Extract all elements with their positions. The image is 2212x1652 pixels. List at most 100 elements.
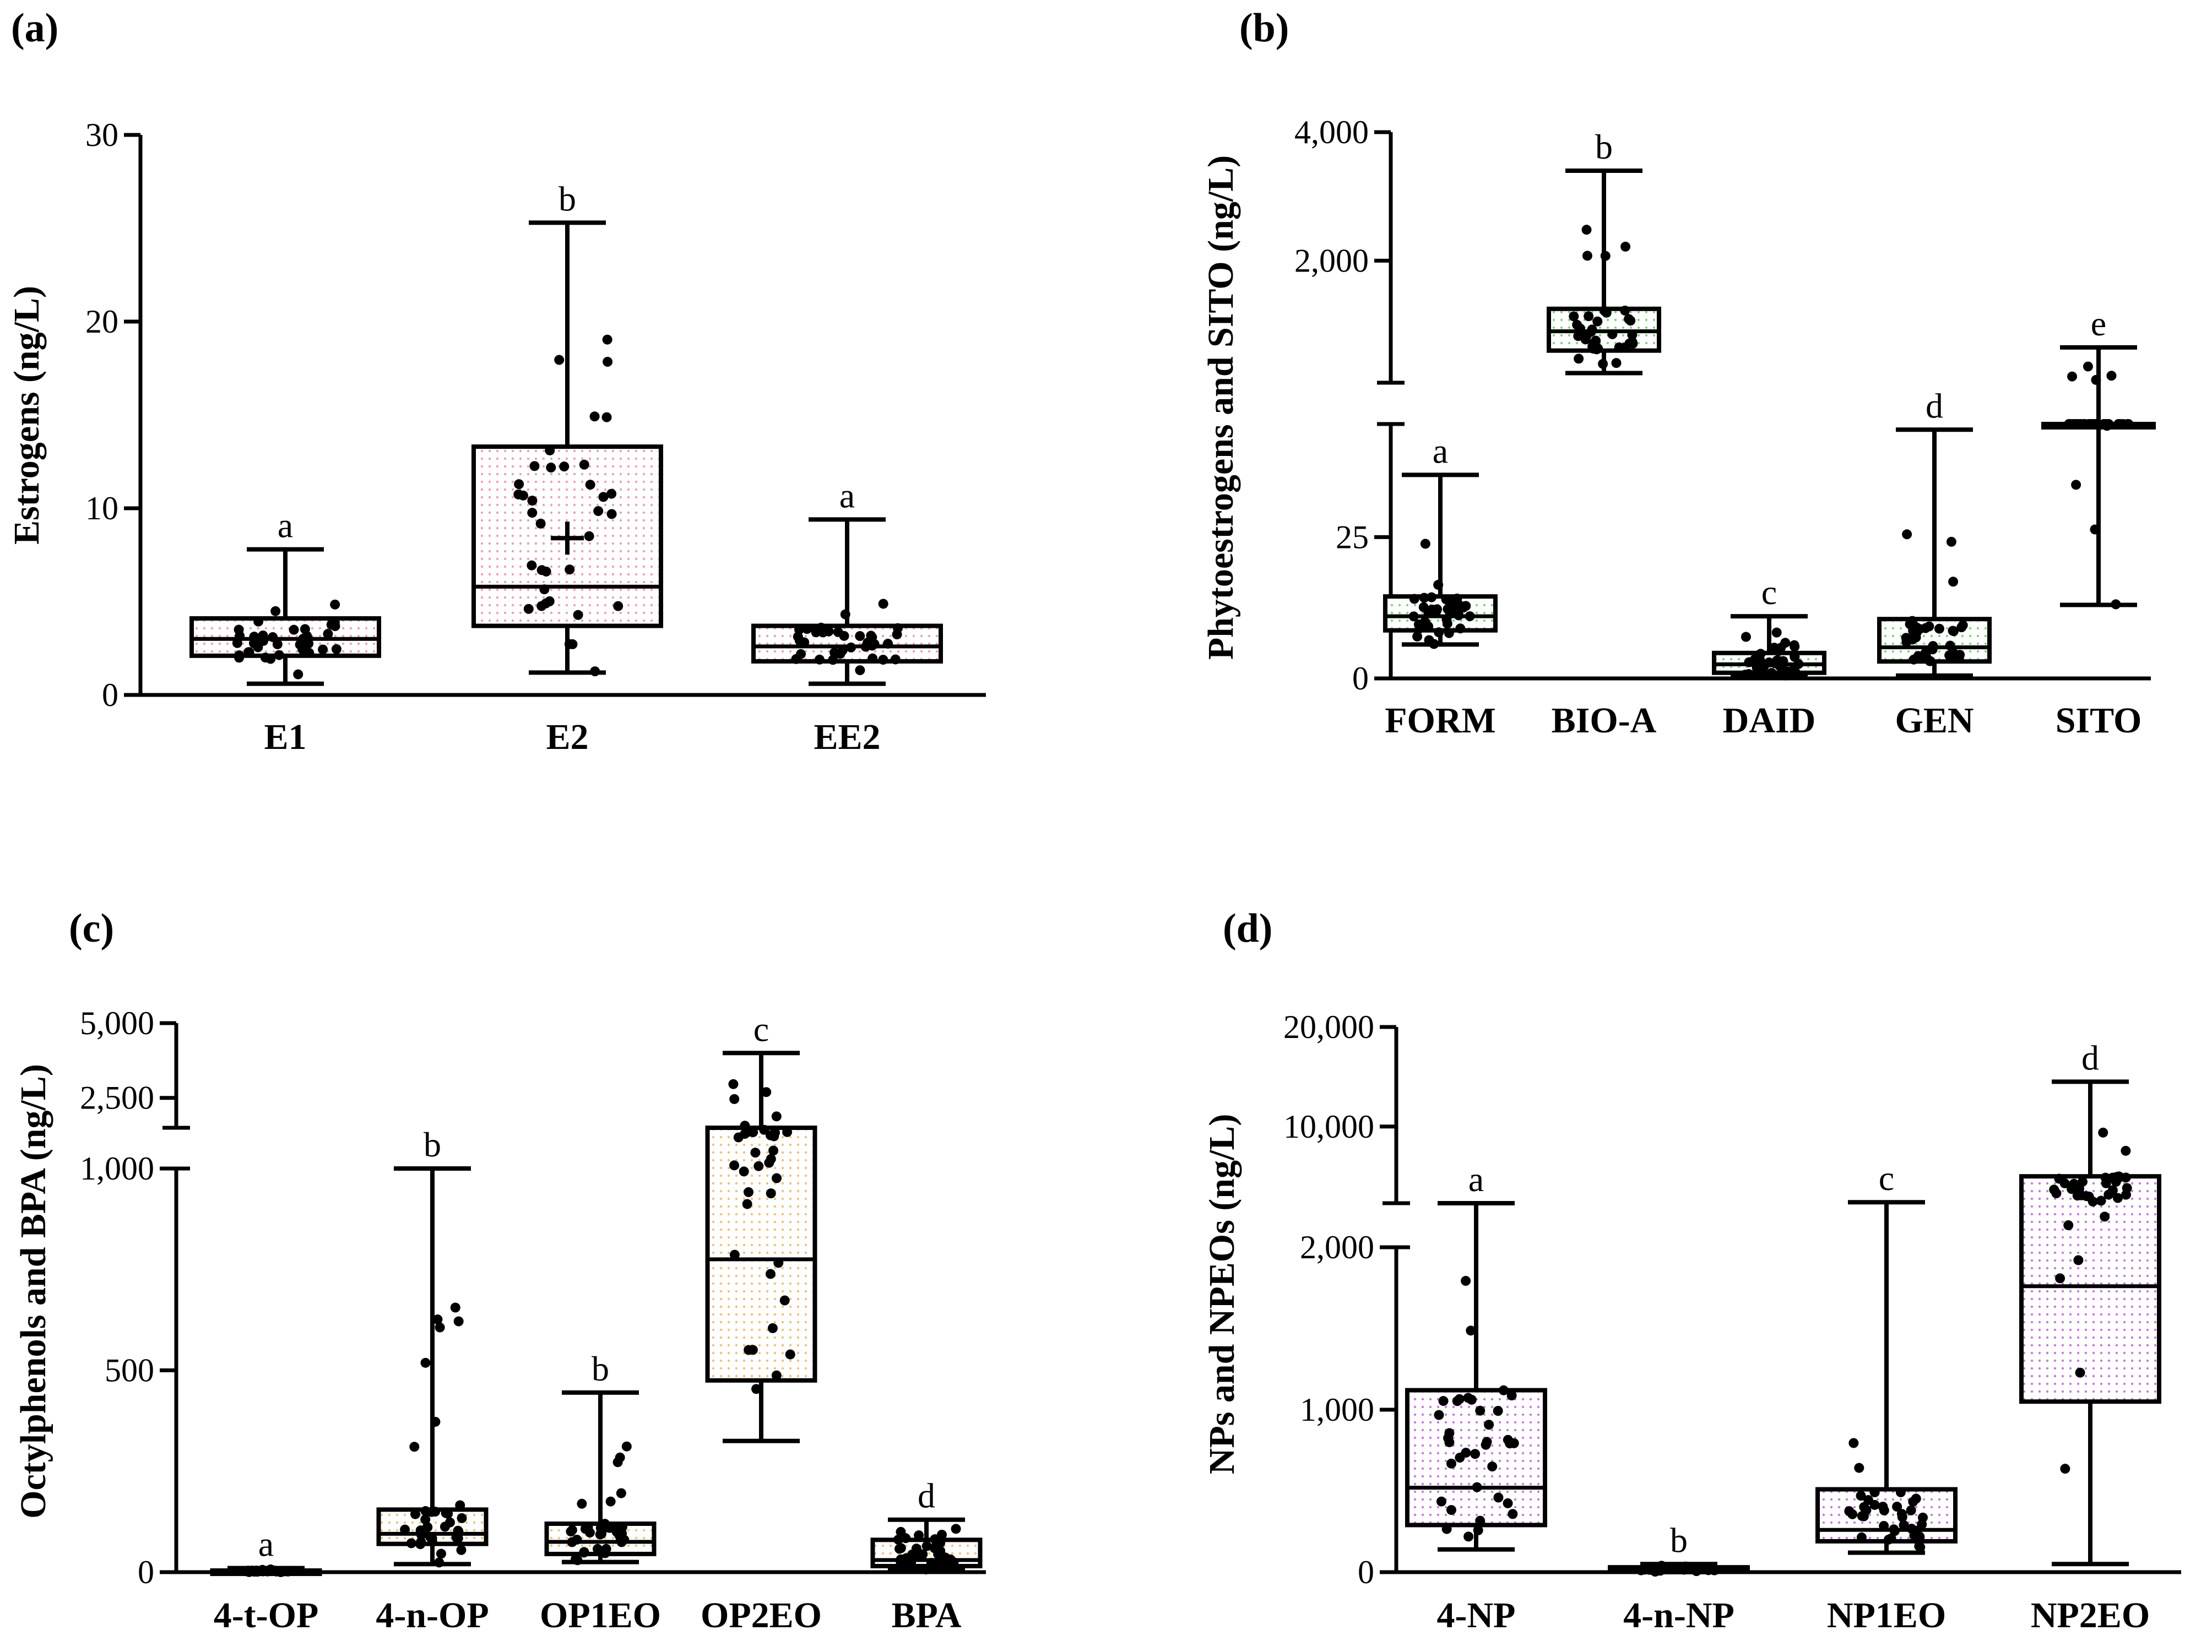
data-point — [1441, 594, 1451, 605]
box-daid: c DAID — [1712, 573, 1826, 741]
data-point — [304, 648, 315, 658]
data-point — [1946, 536, 1956, 547]
data-point — [579, 459, 589, 470]
data-point — [1896, 1509, 1907, 1519]
data-point — [2060, 1464, 2070, 1474]
data-point — [926, 1558, 936, 1568]
data-point — [434, 1557, 444, 1568]
data-point — [1436, 1496, 1446, 1507]
data-point — [2111, 599, 2121, 610]
data-point — [415, 1539, 426, 1550]
y-tick-label: 2,000 — [1300, 1229, 1374, 1265]
data-point — [536, 565, 547, 575]
data-point — [1755, 649, 1766, 659]
data-point — [329, 617, 340, 628]
data-point — [1925, 656, 1935, 666]
data-point — [1444, 628, 1454, 638]
data-point — [2115, 1172, 2126, 1182]
data-point — [1473, 1525, 1483, 1536]
data-point — [1909, 1530, 1920, 1541]
data-point — [1420, 539, 1430, 549]
significance-letter: e — [2091, 304, 2106, 343]
y-tick-label: 0 — [1352, 660, 1369, 697]
data-point — [892, 623, 903, 633]
box-bio-a: b BIO-A — [1547, 127, 1661, 741]
data-point — [265, 654, 276, 664]
data-point — [2098, 1127, 2108, 1138]
data-point — [1858, 1511, 1869, 1521]
data-point — [893, 1534, 903, 1545]
box-e2: b E2 — [471, 179, 663, 757]
data-point — [2071, 480, 2081, 490]
data-point — [901, 1533, 911, 1544]
data-point — [2070, 419, 2081, 429]
data-point — [450, 1302, 460, 1313]
data-point — [1600, 251, 1611, 261]
data-point — [323, 629, 333, 639]
data-point — [554, 355, 565, 365]
data-point — [1470, 1449, 1481, 1459]
data-point — [729, 1094, 740, 1104]
data-point — [2075, 1367, 2085, 1378]
data-point — [771, 1370, 782, 1381]
panel-c-octylphenols: (c) Octylphenols and BPA (ng/L) 0 500 1,000 2… — [13, 906, 986, 1635]
data-point — [1580, 334, 1591, 345]
data-point — [1934, 623, 1944, 634]
data-point — [1466, 1325, 1476, 1336]
data-point — [1600, 306, 1610, 316]
data-point — [527, 508, 538, 518]
data-point — [1427, 592, 1437, 602]
data-point — [2067, 371, 2078, 382]
data-point — [2076, 1190, 2086, 1200]
data-point — [866, 631, 876, 641]
box-iqr — [1815, 1487, 1958, 1544]
y-tick-label: 10,000 — [1283, 1108, 1374, 1145]
significance-letter: d — [2081, 1038, 2099, 1077]
data-point — [1461, 601, 1471, 611]
data-point — [1475, 1405, 1485, 1416]
data-point — [1913, 651, 1923, 661]
data-point — [425, 1531, 435, 1542]
data-point — [1918, 1512, 1928, 1523]
data-point — [1771, 627, 1782, 638]
y-tick-label: 20,000 — [1283, 1009, 1374, 1045]
data-point — [436, 1548, 446, 1559]
data-point — [833, 627, 843, 637]
data-point — [837, 645, 848, 655]
data-point — [1956, 622, 1967, 633]
x-tick-label: OP1EO — [540, 1595, 661, 1635]
data-point — [921, 1541, 932, 1551]
data-point — [739, 1166, 749, 1177]
data-point — [453, 1525, 463, 1536]
data-point — [1472, 1482, 1482, 1492]
data-point — [729, 1160, 740, 1171]
y-axis-title: Phytoestrogens and SITO (ng/L) — [1201, 155, 1241, 660]
x-tick-label: 4-n-OP — [376, 1595, 489, 1635]
data-point — [527, 560, 537, 570]
data-point — [937, 1529, 947, 1540]
data-point — [536, 601, 547, 611]
data-point — [768, 1145, 779, 1156]
significance-letter: b — [1595, 127, 1613, 166]
data-point — [1906, 1505, 1916, 1515]
data-point — [740, 1129, 750, 1139]
data-point — [584, 531, 594, 541]
data-point — [234, 653, 245, 663]
data-point — [244, 647, 254, 657]
data-point — [1493, 1406, 1503, 1416]
data-point — [298, 633, 308, 644]
data-point — [868, 653, 878, 664]
data-point — [2088, 1197, 2098, 1207]
data-point — [1455, 623, 1466, 634]
data-point — [846, 642, 856, 653]
data-point — [1752, 662, 1762, 673]
data-point — [605, 1496, 616, 1507]
y-tick-label: 30 — [85, 117, 118, 153]
significance-letter: d — [918, 1476, 935, 1515]
data-point — [1869, 1487, 1880, 1498]
data-point — [767, 1323, 778, 1333]
data-point — [606, 509, 617, 519]
data-point — [1465, 611, 1475, 622]
data-point — [435, 1322, 445, 1333]
y-tick-label: 500 — [105, 1352, 154, 1389]
